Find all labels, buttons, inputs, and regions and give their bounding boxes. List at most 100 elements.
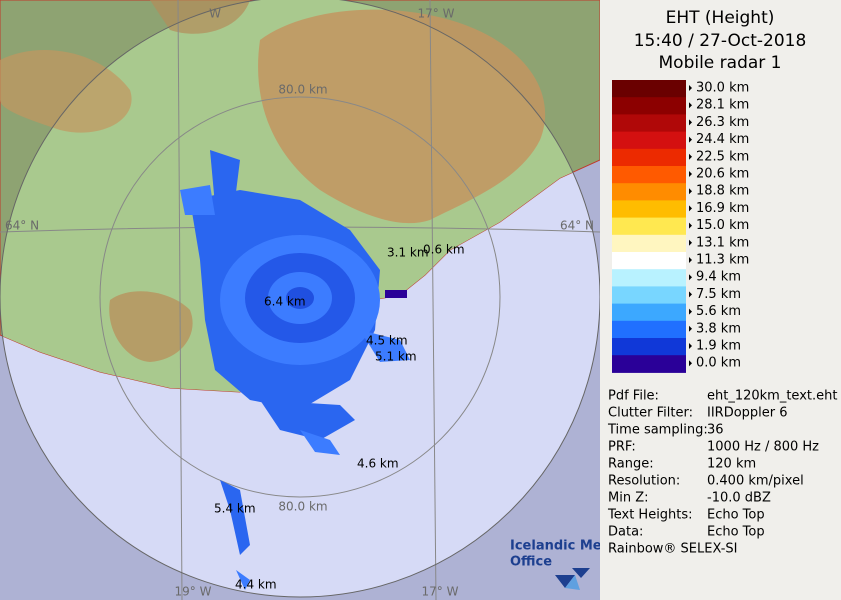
scale-band	[612, 148, 686, 167]
radar-name: Mobile radar 1	[659, 53, 782, 73]
scale-band	[612, 252, 686, 270]
info-label: PRF:	[608, 440, 636, 455]
echo-top: 4.5 km	[366, 334, 408, 348]
scale-tick	[689, 308, 692, 315]
scale-band	[612, 234, 686, 253]
info-value: 120 km	[707, 457, 756, 472]
scale-tick	[689, 239, 692, 246]
scale-band	[612, 114, 686, 133]
scale-band	[612, 183, 686, 201]
scale-label: 0.0 km	[696, 356, 741, 371]
echo-top: 5.4 km	[214, 502, 256, 516]
color-scale: 30.0 km 28.1 km 26.3 km 24.4 km 22.5 km 20.6 …	[612, 80, 749, 373]
scale-label: 18.8 km	[696, 184, 749, 199]
scale-tick	[689, 171, 692, 177]
grid-label: 80.0 km	[278, 83, 327, 97]
echo-top: 3.1 km	[387, 246, 429, 260]
scale-label: 3.8 km	[696, 321, 741, 336]
scale-label: 26.3 km	[696, 115, 749, 130]
scale-label: 30.0 km	[696, 81, 749, 96]
scale-band	[612, 355, 686, 373]
scale-band	[612, 80, 686, 98]
logo-text: Icelandic Met	[510, 539, 608, 554]
scale-tick	[689, 343, 692, 349]
title: EHT (Height)	[666, 8, 775, 28]
scale-label: 1.9 km	[696, 339, 741, 354]
info-value: -10.0 dBZ	[707, 491, 771, 506]
info-value: eht_120km_text.eht	[707, 389, 837, 404]
side-panel: EHT (Height) 15:40 / 27-Oct-2018 Mobile …	[607, 8, 837, 557]
info-table: Pdf File: eht_120km_text.eht Clutter Filte…	[607, 389, 837, 540]
grid-label: W	[209, 7, 221, 21]
info-label: Pdf File:	[608, 389, 659, 404]
grid-label: 80.0 km	[278, 500, 327, 514]
scale-tick	[689, 85, 692, 91]
echo-top-labels: 3.1 km 0.6 km 6.4 km 4.5 km 5.1 km 4.6 k…	[214, 243, 465, 592]
grid-label: 19° W	[175, 585, 212, 599]
info-label: Clutter Filter:	[608, 406, 693, 421]
grid-label: 64° N	[5, 219, 39, 233]
footer: Rainbow® SELEX-SI	[608, 542, 738, 557]
echo-top: 4.6 km	[357, 457, 399, 471]
scale-band	[612, 217, 686, 236]
scale-tick	[689, 119, 692, 126]
scale-label: 22.5 km	[696, 149, 749, 164]
grid-label: 64° N	[560, 219, 594, 233]
time: 15:40 / 27-Oct-2018	[634, 31, 807, 51]
scale-tick	[689, 360, 692, 367]
scale-label: 13.1 km	[696, 235, 749, 250]
echo-top: 6.4 km	[264, 295, 306, 309]
scale-band	[612, 97, 686, 115]
scale-band	[612, 269, 686, 287]
scale-label: 16.9 km	[696, 201, 749, 216]
scale-band	[612, 200, 686, 219]
scale-band	[612, 303, 686, 322]
scale-tick	[689, 325, 692, 332]
info-value: Echo Top	[707, 508, 765, 523]
scale-band	[612, 166, 686, 184]
scale-label: 7.5 km	[696, 287, 741, 302]
scale-label: 20.6 km	[696, 167, 749, 182]
grid-lines	[0, 0, 600, 600]
scale-label: 9.4 km	[696, 270, 741, 285]
info-value: Echo Top	[707, 525, 765, 540]
scale-band	[612, 320, 686, 339]
info-label: Range:	[608, 457, 654, 472]
scale-tick	[689, 102, 692, 109]
info-value: IIRDoppler 6	[707, 406, 788, 421]
info-value: 1000 Hz / 800 Hz	[707, 440, 819, 455]
scale-tick	[689, 291, 692, 298]
scale-tick	[689, 205, 692, 212]
map: W 17° W 80.0 km 64° N 64° N 80.0 km 19° …	[0, 0, 608, 600]
scale-band	[612, 286, 686, 305]
scale-label: 5.6 km	[696, 304, 741, 319]
logo-text: Office	[510, 555, 552, 570]
scale-band	[612, 131, 686, 150]
scale-tick	[689, 257, 692, 263]
info-label: Data:	[608, 525, 643, 540]
scale-label: 28.1 km	[696, 98, 749, 113]
info-value: 36	[707, 423, 724, 438]
grid-labels: W 17° W 80.0 km 64° N 64° N 80.0 km 19° …	[5, 7, 594, 599]
scale-label: 11.3 km	[696, 253, 749, 268]
echoes	[180, 150, 410, 590]
echo-top: 5.1 km	[375, 350, 417, 364]
info-label: Time sampling:	[607, 423, 708, 438]
info-label: Resolution:	[608, 474, 680, 489]
scale-band	[612, 338, 686, 356]
scale-tick	[689, 222, 692, 229]
echo-top: 4.4 km	[235, 578, 277, 592]
scale-tick	[689, 274, 692, 281]
grid-label: 17° W	[422, 585, 459, 599]
echo-top: 0.6 km	[423, 243, 465, 257]
scale-tick	[689, 136, 692, 143]
info-label: Text Heights:	[607, 508, 693, 523]
logo: Icelandic Met Office	[510, 539, 608, 590]
scale-tick	[689, 153, 692, 160]
scale-label: 24.4 km	[696, 132, 749, 147]
info-label: Min Z:	[608, 491, 649, 506]
info-value: 0.400 km/pixel	[707, 474, 804, 489]
scale-label: 15.0 km	[696, 218, 749, 233]
